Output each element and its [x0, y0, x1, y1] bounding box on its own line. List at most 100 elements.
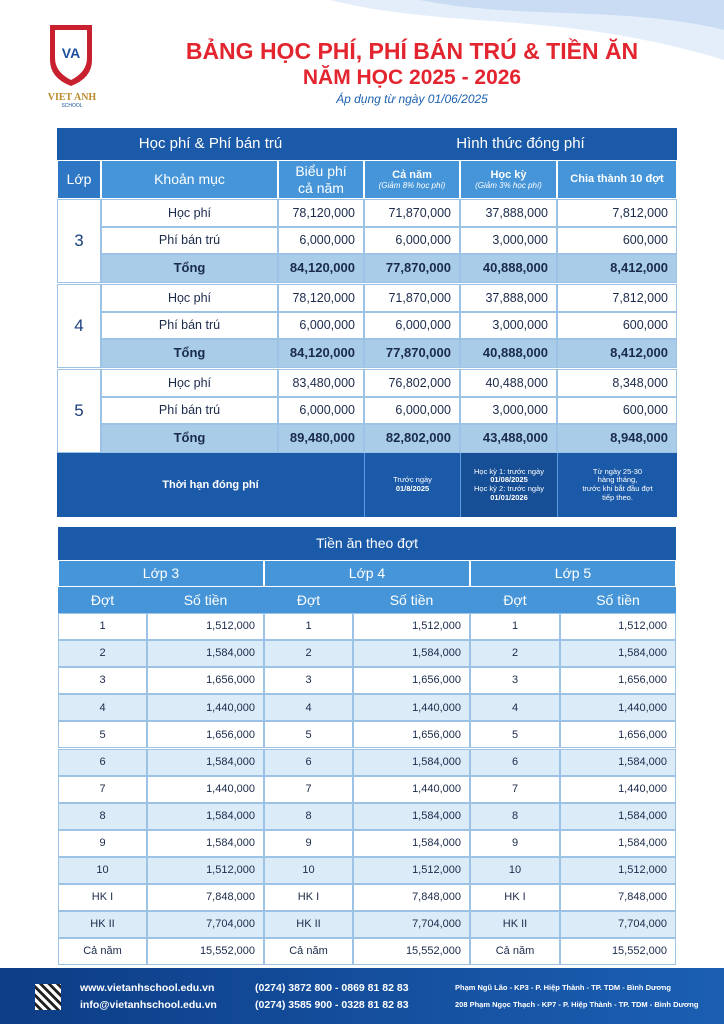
text: 7,848,000	[412, 891, 461, 904]
meal-amount: 1,440,000	[353, 694, 470, 722]
meal-period: 4	[470, 694, 560, 722]
text: Lớp 5	[554, 565, 592, 582]
text: Học phí	[167, 375, 212, 390]
fee-item: Phí bán trú	[101, 227, 278, 254]
text: 6,000,000	[395, 318, 451, 333]
text: 40,888,000	[482, 260, 548, 276]
text: 1,584,000	[206, 809, 255, 822]
text: 8	[305, 809, 312, 822]
text: Tổng	[173, 260, 206, 276]
meal-amount: 1,584,000	[560, 829, 676, 857]
fee-item: Tổng	[101, 339, 278, 368]
text: 8,348,000	[612, 375, 668, 390]
fee-value: 43,488,000	[460, 424, 557, 453]
grade: 3	[57, 199, 101, 283]
meal-amount: 1,584,000	[353, 802, 470, 830]
fee-value: 77,870,000	[364, 339, 460, 368]
text: trước khi bắt đầu đợt	[582, 484, 653, 493]
meal-period: 7	[58, 775, 147, 803]
text: 1,656,000	[412, 674, 461, 687]
column-header: Học kỳ (Giảm 3% học phí)	[460, 160, 557, 199]
meal-period: 10	[58, 856, 147, 884]
text: Thời hạn đóng phí	[162, 478, 259, 491]
text: 6,000,000	[395, 403, 451, 418]
text: 1,512,000	[412, 864, 461, 877]
text: Lớp	[66, 171, 92, 188]
class-header: Lớp 3	[58, 560, 264, 587]
text: 8,412,000	[610, 345, 668, 361]
text: 43,488,000	[482, 430, 548, 446]
meal-amount: 1,584,000	[353, 829, 470, 857]
fee-value: 600,000	[557, 397, 677, 424]
meal-amount: 1,656,000	[147, 667, 264, 695]
text: Khoản mục	[154, 171, 225, 188]
text: 15,552,000	[611, 945, 667, 958]
text: 600,000	[622, 318, 668, 333]
meal-amount: 1,440,000	[560, 775, 676, 803]
meal-period: 9	[264, 829, 353, 857]
meal-amount: 1,656,000	[560, 721, 676, 749]
fee-value: 40,488,000	[460, 369, 557, 397]
text: 89,480,000	[289, 430, 355, 446]
fee-value: 71,870,000	[364, 199, 460, 227]
text: 7,704,000	[206, 918, 255, 931]
email: info@vietanhschool.edu.vn	[80, 999, 217, 1011]
text: 600,000	[622, 233, 668, 248]
text: 1,512,000	[206, 864, 255, 877]
meal-amount: 1,512,000	[147, 613, 264, 641]
text: 8,948,000	[610, 430, 668, 446]
qr-code	[35, 984, 61, 1010]
meal-amount: 7,848,000	[147, 884, 264, 912]
fee-value: 37,888,000	[460, 284, 557, 312]
text: 1,512,000	[412, 620, 461, 633]
text: 1,584,000	[618, 809, 667, 822]
text: Cả năm	[495, 945, 535, 958]
meal-amount: 7,704,000	[560, 911, 676, 939]
text: 1,440,000	[206, 782, 255, 795]
text: 4	[305, 701, 312, 714]
text: 9	[305, 837, 312, 850]
text: 1	[305, 620, 312, 633]
text: Lớp 4	[348, 565, 386, 582]
text: 78,120,000	[292, 205, 355, 220]
fee-value: 84,120,000	[278, 254, 364, 283]
text: 9	[511, 837, 519, 850]
meal-period: Cả năm	[264, 938, 353, 966]
text: Số tiền	[389, 591, 434, 608]
fee-item: Học phí	[101, 284, 278, 312]
meal-period: 7	[470, 775, 560, 803]
column-header: Số tiền	[353, 587, 470, 613]
meal-period: 4	[58, 694, 147, 722]
text: 1,440,000	[412, 782, 461, 795]
meal-period: 2	[470, 640, 560, 668]
text: Học phí	[167, 205, 212, 220]
text: 1,440,000	[618, 701, 667, 714]
meal-amount: 1,512,000	[353, 613, 470, 641]
text: 7,848,000	[206, 891, 255, 904]
text: tiếp theo.	[602, 492, 633, 502]
text: 6	[99, 755, 106, 768]
text: 4	[74, 316, 84, 336]
text: HK I	[91, 891, 114, 904]
text: 1,584,000	[206, 837, 255, 850]
text: 15,552,000	[199, 945, 255, 958]
text: 7,704,000	[618, 918, 667, 931]
meal-period: 9	[58, 829, 147, 857]
text: Tiền ăn theo đợt	[315, 535, 419, 552]
fee-value: 7,812,000	[557, 199, 677, 227]
meal-amount: 1,584,000	[147, 748, 264, 776]
text: Học kỳ 2: trước ngày	[474, 484, 544, 493]
meal-amount: 15,552,000	[147, 938, 264, 966]
fee-value: 8,412,000	[557, 254, 677, 283]
fee-value: 3,000,000	[460, 227, 557, 254]
meal-amount: 1,584,000	[147, 640, 264, 668]
fee-item: Học phí	[101, 369, 278, 397]
group-header: Học phí & Phí bán trú	[57, 128, 364, 160]
text: HK II	[90, 918, 115, 931]
text: Cả năm	[289, 945, 328, 958]
text: 1,584,000	[206, 647, 255, 660]
meal-amount: 1,440,000	[353, 775, 470, 803]
text: 5	[74, 401, 84, 421]
text: 10	[302, 864, 315, 877]
logo-sub: SCHOOL	[61, 103, 83, 109]
